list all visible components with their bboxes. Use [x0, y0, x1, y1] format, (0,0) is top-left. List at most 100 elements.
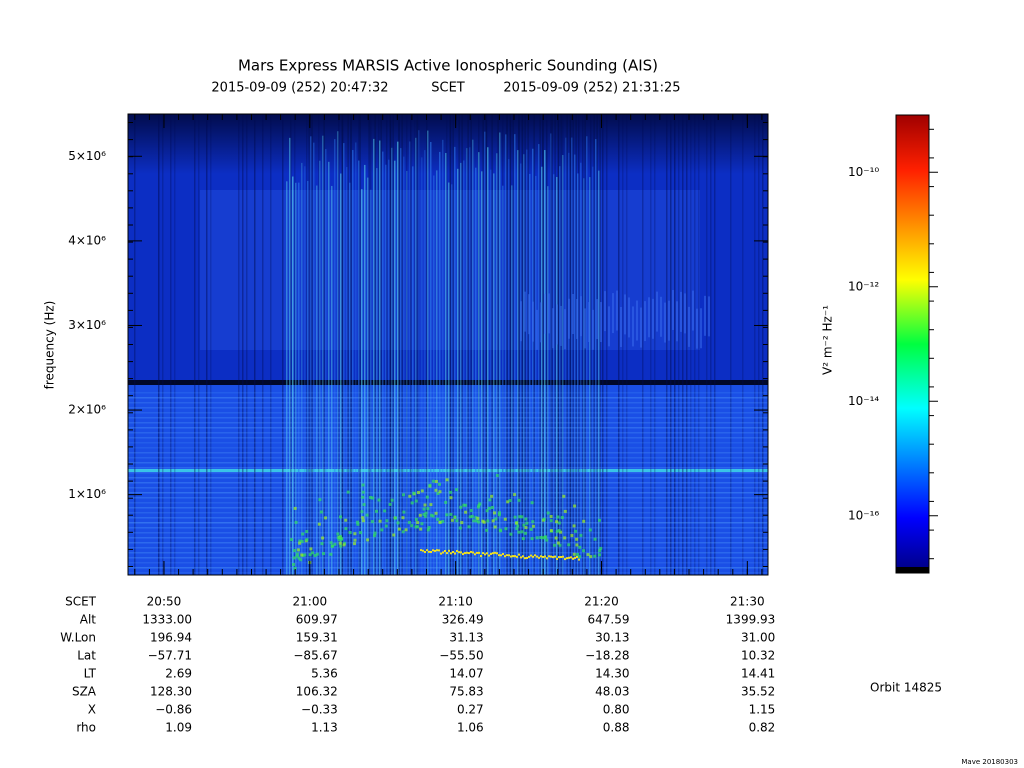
- spectrogram-stripe: [532, 148, 534, 575]
- spectrogram-stripe: [598, 170, 600, 575]
- ephemeris-label: rho: [76, 721, 96, 735]
- spectrogram-cell: [470, 550, 472, 553]
- spectrogram-stripe: [523, 154, 525, 575]
- spectrogram-stripe: [572, 293, 574, 334]
- spectrogram-cell: [496, 552, 498, 555]
- spectrogram-cell: [498, 528, 502, 532]
- spectrogram-cell: [365, 513, 369, 517]
- spectrogram-cell: [502, 553, 504, 555]
- y-tick-label: 3×10⁶: [68, 318, 106, 332]
- spectrogram-stripe: [318, 114, 320, 575]
- spectrogram-stripe: [540, 302, 542, 343]
- spectrogram-cell: [539, 536, 543, 539]
- spectrogram-cyan-line: [128, 469, 768, 472]
- ephemeris-value: 1.13: [311, 721, 338, 735]
- ephemeris-value: 5.36: [311, 667, 338, 681]
- ephemeris-value: 0.80: [603, 703, 630, 717]
- spectrogram-cell: [567, 543, 571, 547]
- spectrogram-cell: [524, 526, 528, 530]
- spectrogram-cell: [477, 520, 480, 524]
- spectrogram-stripe: [482, 114, 484, 575]
- spectrogram-cell: [418, 513, 422, 517]
- spectrogram-cell: [408, 494, 412, 498]
- spectrogram-stripe: [512, 114, 514, 575]
- spectrogram-cell: [522, 555, 524, 558]
- spectrogram-stripe: [708, 296, 710, 337]
- spectrogram-stripe: [556, 304, 558, 345]
- spectrogram-stripe: [436, 170, 438, 575]
- spectrogram-stripe: [572, 114, 574, 575]
- spectrogram-stripe: [546, 114, 548, 575]
- spectrogram-stripe: [334, 139, 336, 575]
- spectrogram-cell: [295, 554, 299, 558]
- spectrogram-cell: [444, 500, 448, 504]
- spectrogram-cell: [545, 538, 549, 542]
- spectrogram-stripe: [574, 154, 576, 575]
- spectrogram-stripe: [660, 296, 662, 337]
- ephemeris-value: 14.30: [595, 667, 629, 681]
- spectrogram-cell: [504, 555, 506, 558]
- spectrogram-stripe: [174, 114, 176, 575]
- spectrogram-stripe: [626, 114, 628, 575]
- spectrogram-band: [128, 432, 768, 434]
- spectrogram-cell: [305, 538, 309, 542]
- ephemeris-label: Alt: [80, 613, 97, 627]
- spectrogram-stripe: [307, 180, 309, 575]
- spectrogram-stripe: [406, 170, 408, 575]
- ephemeris-value: 326.49: [442, 613, 484, 627]
- spectrogram-cell: [438, 549, 440, 552]
- spectrogram-cell: [532, 555, 534, 558]
- spectrogram-cell: [392, 533, 396, 537]
- spectrogram-stripe: [580, 296, 582, 337]
- spectrogram-cell: [299, 558, 303, 562]
- spectrogram-cell: [436, 549, 438, 552]
- x-tick-label: 21:20: [584, 595, 619, 609]
- spectrogram-cell: [468, 552, 470, 555]
- spectrogram-stripe: [704, 295, 706, 336]
- spectrogram-stripe: [730, 114, 732, 575]
- spectrogram-cell: [317, 522, 321, 526]
- spectrogram-cell: [578, 558, 580, 561]
- spectrogram-stripe: [368, 114, 370, 575]
- spectrogram-cell: [476, 516, 480, 520]
- spectrogram-cell: [407, 520, 411, 524]
- spectrogram-cell: [339, 544, 343, 548]
- colorbar-tick-label: 10⁻¹⁴: [848, 394, 879, 408]
- spectrogram-cell: [555, 520, 559, 524]
- spectrogram-dark-line: [128, 380, 768, 385]
- spectrogram-cell: [485, 528, 489, 532]
- spectrogram-stripe: [439, 151, 441, 575]
- spectrogram-stripe: [194, 114, 196, 575]
- ephemeris-label: SZA: [72, 685, 97, 699]
- spectrogram-stripe: [380, 114, 382, 575]
- spectrogram-stripe: [517, 150, 519, 575]
- spectrogram-cell: [542, 556, 544, 558]
- spectrogram-stripe: [451, 184, 453, 575]
- x-tick-label: 21:00: [293, 595, 328, 609]
- spectrogram-stripe: [349, 182, 351, 575]
- y-tick-label: 4×10⁶: [68, 233, 106, 247]
- spectrogram-stripe: [694, 114, 696, 575]
- spectrogram-cell: [484, 553, 486, 556]
- spectrogram-cell: [361, 519, 365, 523]
- spectrogram-cell: [324, 516, 328, 520]
- spectrogram-stripe: [310, 114, 312, 575]
- spectrogram-stripe: [640, 307, 642, 348]
- spectrogram-stripe: [544, 293, 546, 334]
- spectrogram-stripe: [686, 114, 688, 575]
- spectrogram-stripe: [350, 114, 352, 575]
- spectrogram-stripe: [292, 176, 294, 575]
- spectrogram-cell: [429, 503, 433, 507]
- ephemeris-value: 31.13: [449, 631, 483, 645]
- spectrogram-cell: [362, 503, 366, 507]
- spectrogram-cell: [506, 500, 510, 504]
- ephemeris-value: 0.82: [749, 721, 776, 735]
- spectrogram-cell: [321, 536, 325, 540]
- spectrogram-stripe: [542, 114, 544, 575]
- spectrogram-cell: [319, 510, 323, 514]
- spectrogram-cell: [383, 509, 387, 513]
- spectrogram-stripe: [418, 114, 420, 575]
- chart-title: Mars Express MARSIS Active Ionospheric S…: [238, 57, 658, 75]
- spectrogram-stripe: [554, 114, 556, 575]
- spectrogram-stripe: [676, 301, 678, 342]
